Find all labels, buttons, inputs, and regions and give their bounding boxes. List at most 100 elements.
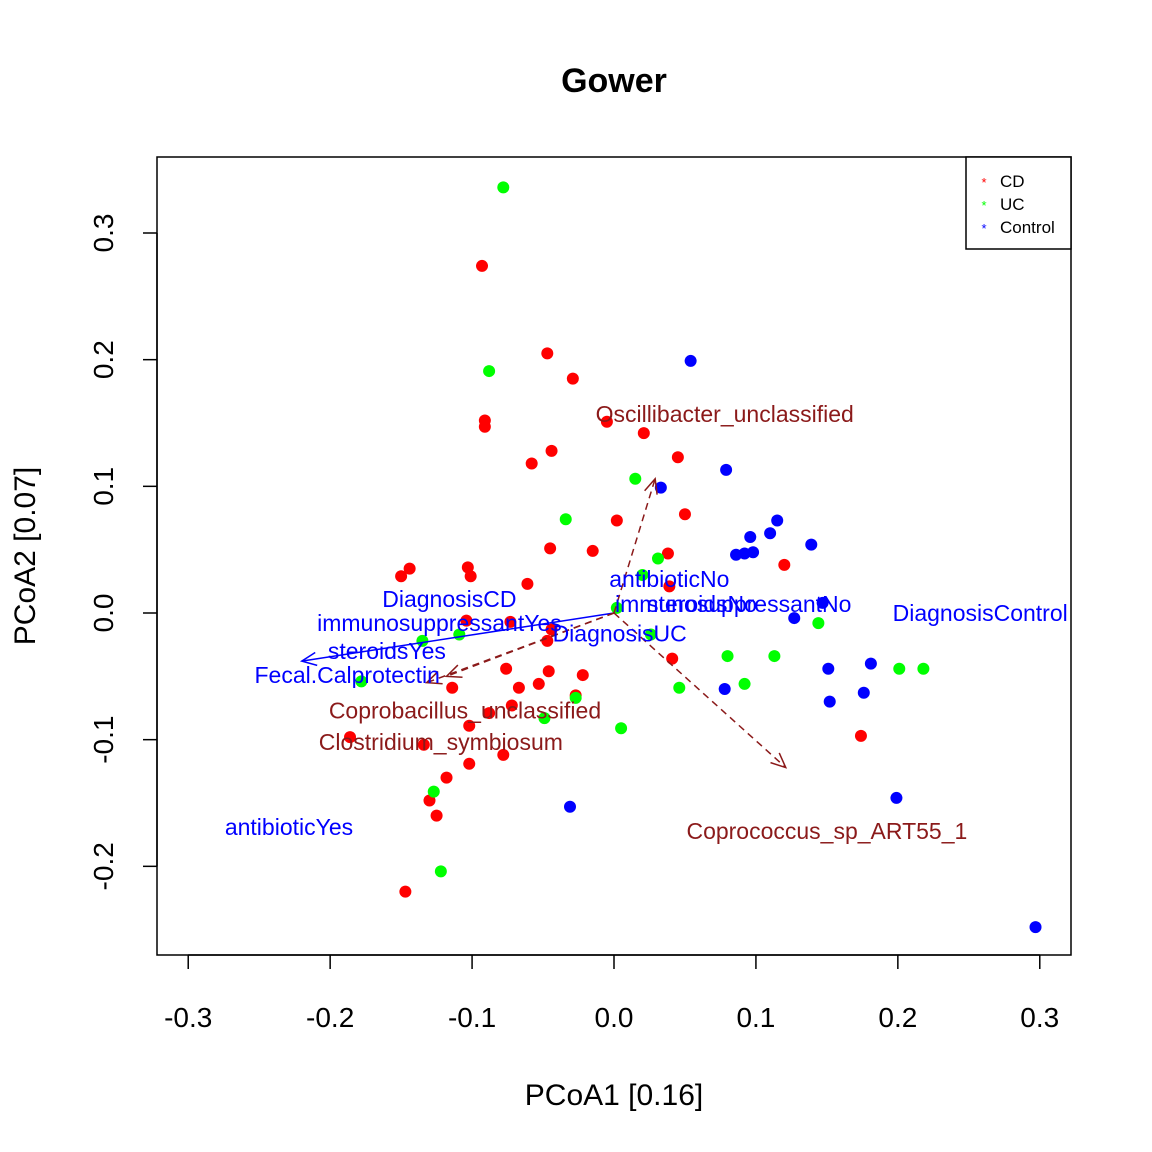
point-cd [476, 259, 489, 272]
vector-clostridium-symbiosum [446, 612, 615, 678]
point-control [654, 481, 667, 494]
point-uc [434, 865, 447, 878]
point-cd [430, 809, 443, 822]
point-uc [497, 181, 510, 194]
points-layer [344, 181, 1042, 934]
point-uc [917, 662, 930, 675]
point-cd [483, 707, 496, 720]
legend: * CD * UC * Control [965, 156, 1072, 250]
point-cd [544, 542, 557, 555]
point-cd [541, 347, 554, 360]
point-uc [636, 569, 649, 581]
legend-marker-cd: * [981, 175, 986, 190]
vector-label-steroidsyes: steroidsYes [328, 638, 446, 664]
point-cd [512, 681, 525, 694]
point-cd [463, 719, 476, 732]
vectors-layer [299, 476, 788, 769]
point-cd [440, 771, 453, 784]
x-axis: -0.3 -0.2 -0.1 0.0 0.1 0.2 0.3 [164, 954, 1059, 1033]
point-cd [637, 427, 650, 440]
point-uc [538, 712, 551, 725]
point-cd [854, 729, 867, 742]
point-cd [600, 415, 613, 428]
point-uc [629, 472, 642, 485]
point-control [788, 612, 801, 625]
point-uc [615, 722, 628, 735]
x-tick-label: -0.2 [306, 1002, 354, 1033]
point-uc [738, 677, 751, 690]
point-cd [460, 614, 473, 627]
point-uc [569, 691, 582, 704]
point-cd [666, 652, 679, 665]
vector-fecal-calprotectin [301, 612, 615, 662]
vector-arrowhead [444, 664, 463, 679]
point-cd [395, 570, 408, 583]
point-control [857, 686, 870, 699]
point-cd [663, 580, 676, 593]
point-control [771, 514, 784, 527]
vector-label-diagnosiscontrol: DiagnosisControl [893, 600, 1068, 626]
point-cd [423, 794, 436, 807]
point-cd [566, 372, 579, 385]
vector-coprococcus-sp-art55-1 [613, 612, 787, 769]
point-uc [768, 650, 781, 663]
vector-label-coprococcus-sp-art55-1: Coprococcus_sp_ART55_1 [686, 818, 967, 844]
point-cd [446, 681, 459, 694]
x-tick-label: 0.2 [878, 1002, 917, 1033]
point-uc [812, 617, 825, 630]
y-tick-label: 0.3 [88, 214, 119, 253]
x-tick-label: -0.1 [448, 1002, 496, 1033]
y-tick-label: -0.2 [88, 842, 119, 890]
point-cd [545, 444, 558, 457]
x-tick-label: 0.0 [595, 1002, 634, 1033]
vector-label-clostridium-symbiosum: Clostridium_symbiosum [319, 729, 563, 755]
point-cd [464, 570, 477, 583]
point-cd [505, 699, 518, 712]
vector-label-diagnosiscd: DiagnosisCD [382, 586, 516, 612]
point-control [864, 657, 877, 670]
point-control [684, 354, 697, 367]
point-cd [532, 677, 545, 690]
point-uc [355, 675, 368, 688]
point-cd [671, 451, 684, 464]
legend-label-uc: UC [1000, 195, 1025, 214]
vector-label-immunosuppressantno: immunosuppressantNo [615, 591, 852, 617]
y-tick-label: -0.1 [88, 716, 119, 764]
point-uc [673, 681, 686, 694]
y-tick-label: 0.0 [88, 594, 119, 633]
point-uc [483, 365, 496, 378]
legend-box [965, 156, 1072, 250]
point-control [720, 463, 733, 476]
point-control [805, 538, 818, 551]
point-cd [678, 508, 691, 521]
point-uc [721, 650, 734, 663]
point-uc [427, 785, 440, 798]
point-uc [610, 601, 623, 614]
point-control [1029, 921, 1042, 934]
point-cd [586, 544, 599, 557]
point-cd [463, 757, 476, 770]
point-cd [417, 738, 430, 751]
point-uc [416, 634, 429, 647]
legend-marker-control: * [981, 221, 986, 236]
point-control [744, 531, 757, 543]
vector-label-steroidsno: steroidsNo [647, 591, 757, 617]
y-axis: -0.2 -0.1 0.0 0.1 0.2 0.3 [88, 214, 158, 890]
point-cd [504, 615, 517, 628]
x-tick-label: -0.3 [164, 1002, 212, 1033]
point-cd [541, 634, 554, 647]
point-control [823, 695, 836, 708]
point-control [822, 662, 835, 675]
x-tick-label: 0.3 [1020, 1002, 1059, 1033]
point-cd [610, 514, 623, 527]
point-control [764, 527, 777, 540]
point-cd [521, 577, 534, 590]
vector-label-fecal-calprotectin: Fecal.Calprotectin [255, 662, 440, 688]
point-control [890, 791, 903, 804]
vector-arrowhead [424, 670, 443, 685]
y-tick-label: 0.2 [88, 340, 119, 379]
y-tick-label: 0.1 [88, 467, 119, 506]
vector-label-coprobacillus-unclassified: Coprobacillus_unclassified [329, 698, 601, 724]
point-uc [893, 662, 906, 675]
vector-labels-layer: Fecal.Calprotectin Oscillibacter_unclassi… [225, 401, 1068, 844]
